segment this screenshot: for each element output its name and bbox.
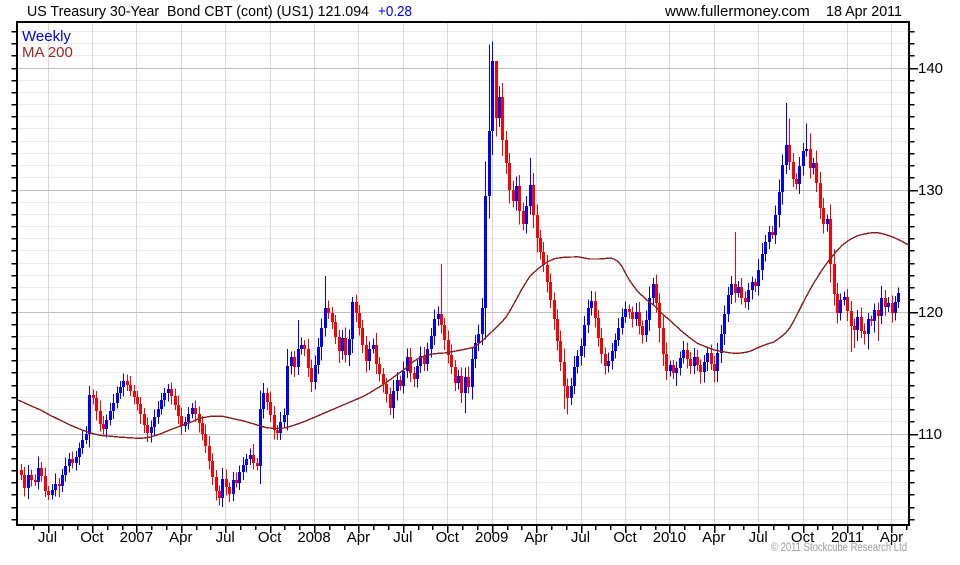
svg-text:Oct: Oct [613, 529, 637, 546]
svg-text:Jul: Jul [216, 529, 235, 546]
svg-text:130: 130 [918, 182, 943, 199]
svg-text:Oct: Oct [791, 529, 815, 546]
svg-text:MA 200: MA 200 [22, 44, 73, 61]
svg-text:Apr: Apr [880, 529, 903, 546]
svg-text:Oct: Oct [258, 529, 282, 546]
svg-text:2010: 2010 [653, 529, 686, 546]
svg-text:Jul: Jul [38, 529, 57, 546]
svg-text:Oct: Oct [80, 529, 104, 546]
svg-text:2008: 2008 [297, 529, 330, 546]
svg-text:Jul: Jul [571, 529, 590, 546]
svg-text:Apr: Apr [169, 529, 192, 546]
svg-text:120: 120 [918, 304, 943, 321]
svg-text:2011: 2011 [831, 529, 863, 546]
svg-text:140: 140 [918, 60, 943, 77]
svg-text:Oct: Oct [436, 529, 460, 546]
svg-text:2007: 2007 [120, 529, 153, 546]
svg-text:+0.28: +0.28 [378, 3, 412, 20]
svg-text:Apr: Apr [702, 529, 725, 546]
svg-text:Jul: Jul [393, 529, 412, 546]
svg-text:Apr: Apr [347, 529, 370, 546]
svg-text:18 Apr 2011: 18 Apr 2011 [826, 3, 902, 20]
svg-text:2009: 2009 [475, 529, 508, 546]
svg-text:US Treasury 30-Year Bond CBT: US Treasury 30-Year Bond CBT (cont) (US1… [27, 3, 369, 20]
svg-text:www.fullermoney.com: www.fullermoney.com [664, 3, 810, 20]
svg-text:Apr: Apr [524, 529, 547, 546]
svg-text:110: 110 [918, 426, 942, 443]
svg-text:Jul: Jul [749, 529, 768, 546]
svg-text:© 2011 Stockcube Research Ltd: © 2011 Stockcube Research Ltd [771, 542, 907, 554]
svg-text:Weekly: Weekly [22, 28, 71, 45]
